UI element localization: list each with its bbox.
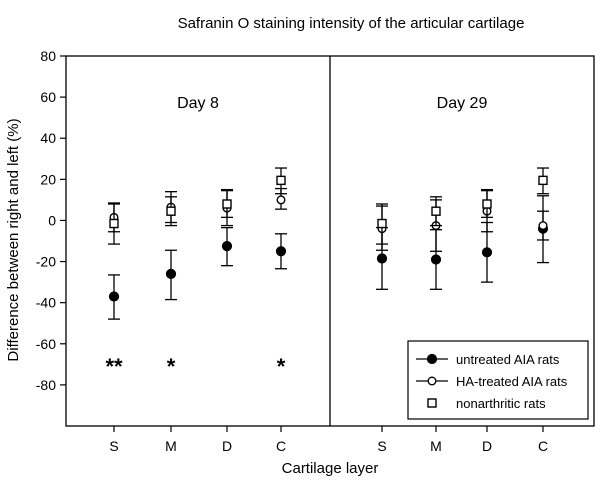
data-point-untreated (481, 247, 493, 258)
data-point-group (221, 188, 233, 219)
x-tick-label: D (482, 438, 492, 454)
data-point-ha-treated (538, 221, 548, 231)
legend-box (407, 340, 589, 420)
x-tick-label: S (109, 438, 118, 454)
data-point-group (275, 167, 287, 195)
panel-label: Day 8 (177, 95, 219, 112)
y-tick-label: 60 (40, 89, 56, 105)
legend-entry: HA-treated AIA rats (416, 374, 568, 389)
data-point-untreated (376, 253, 388, 264)
y-axis-label: Difference between right and left (%) (5, 118, 22, 361)
data-point-group (165, 249, 177, 301)
data-point-group (108, 203, 120, 245)
significance-marker: * (167, 354, 176, 379)
data-point-nonarthritic (109, 218, 119, 229)
data-point-group (376, 203, 388, 245)
x-tick-label: M (165, 438, 177, 454)
data-point-group (481, 221, 493, 283)
data-point-nonarthritic (377, 218, 387, 229)
data-point-ha-treated (427, 376, 437, 386)
data-point-group (108, 274, 120, 320)
x-axis-label: Cartilage layer (282, 460, 379, 477)
y-tick-label: 40 (40, 130, 56, 146)
data-point-nonarthritic (427, 398, 437, 408)
data-point-nonarthritic (166, 206, 176, 216)
data-point-group (275, 187, 287, 210)
data-point-group (165, 196, 177, 227)
data-point-untreated (430, 254, 442, 265)
data-point-group (275, 233, 287, 270)
panel-label: Day 29 (437, 95, 488, 112)
legend-label: nonarthritic rats (456, 396, 546, 411)
x-tick-label: S (377, 438, 386, 454)
data-point-untreated (275, 246, 287, 257)
chart-title: Safranin O staining intensity of the art… (178, 15, 525, 32)
y-tick-label: -40 (36, 295, 56, 311)
legend-entry: nonarthritic rats (427, 396, 546, 411)
y-tick-label: 80 (40, 48, 56, 64)
data-point-group (430, 196, 442, 227)
x-tick-label: D (222, 438, 232, 454)
data-point-group (537, 210, 549, 241)
y-tick-label: -20 (36, 254, 56, 270)
plot-area: 80 60 40 20 0 -20 -40 -60 -80 S M D C Day 8 S M D C Day 29… (36, 48, 595, 454)
significance-marker: ** (105, 354, 123, 379)
data-point-group (221, 226, 233, 267)
y-tick-label: 20 (40, 171, 56, 187)
y-tick-label: -80 (36, 377, 56, 393)
data-point-group (481, 188, 493, 219)
data-point-nonarthritic (538, 175, 548, 186)
data-point-untreated (221, 241, 233, 252)
x-tick-label: C (276, 438, 286, 454)
data-point-nonarthritic (222, 199, 232, 209)
data-point-ha-treated (276, 195, 286, 205)
data-point-group (537, 167, 549, 195)
y-tick-label: -60 (36, 336, 56, 352)
y-tick-label: 0 (48, 212, 56, 228)
data-point-nonarthritic (482, 199, 492, 209)
significance-marker: * (277, 354, 286, 379)
x-tick-label: C (538, 438, 548, 454)
legend-label: untreated AIA rats (456, 352, 560, 367)
data-point-nonarthritic (276, 175, 286, 186)
data-point-group (430, 229, 442, 290)
data-point-untreated (426, 353, 438, 365)
legend-entry: untreated AIA rats (416, 352, 560, 367)
data-point-untreated (108, 291, 120, 302)
data-point-untreated (165, 268, 177, 279)
x-tick-label: M (430, 438, 442, 454)
data-point-nonarthritic (431, 206, 441, 216)
legend-label: HA-treated AIA rats (456, 374, 568, 389)
